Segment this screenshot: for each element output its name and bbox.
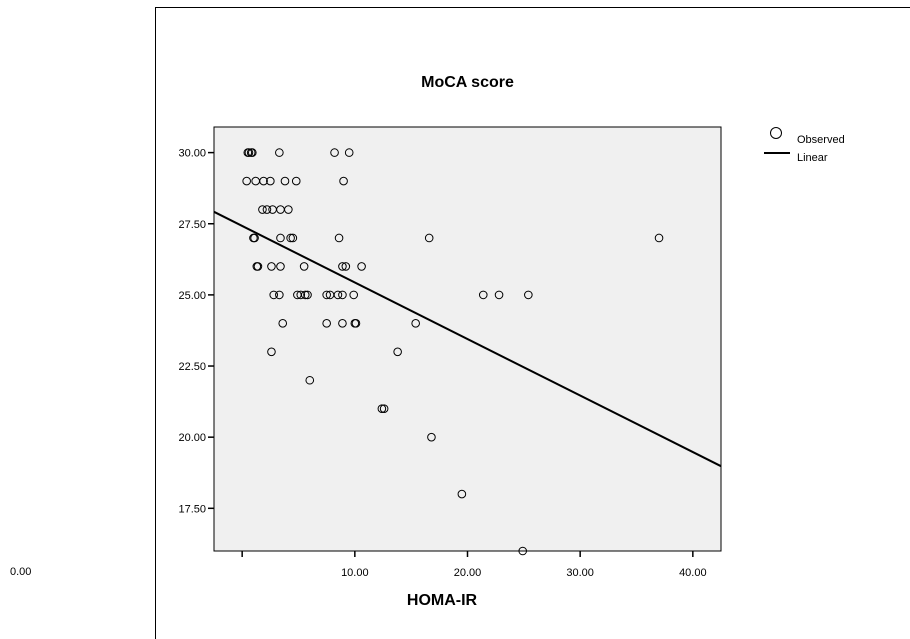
data-point: [424, 233, 434, 243]
data-point: [267, 347, 276, 357]
chart-frame: [155, 7, 910, 639]
data-point: [457, 489, 467, 499]
data-point: [276, 233, 285, 243]
y-tick-label: 25.00: [178, 290, 206, 302]
data-point: [296, 290, 306, 300]
stray-zero-label: 0.00: [10, 566, 32, 578]
x-axis-label: HOMA-IR: [407, 592, 478, 609]
chart-title: MoCA score: [421, 74, 514, 91]
data-point: [427, 432, 436, 442]
data-point: [258, 205, 267, 214]
data-point: [351, 319, 361, 328]
data-point: [379, 404, 389, 414]
y-tick-label: 20.00: [178, 432, 206, 444]
y-tick-label: 17.50: [178, 503, 206, 515]
data-point: [300, 290, 310, 300]
x-tick-label: 40.00: [679, 567, 707, 579]
data-point: [267, 262, 276, 271]
data-point: [276, 262, 285, 271]
data-point: [284, 205, 293, 214]
x-tick-label: 10.00: [341, 567, 369, 579]
data-point: [357, 262, 366, 271]
data-point: [269, 290, 279, 300]
data-point: [288, 233, 298, 243]
data-point: [275, 290, 284, 300]
data-point: [266, 176, 275, 186]
y-tick-label: 30.00: [178, 148, 206, 160]
data-points: [242, 148, 664, 556]
data-point: [299, 262, 309, 271]
data-point: [334, 233, 344, 243]
data-point: [242, 176, 251, 186]
data-point: [286, 233, 295, 243]
data-point: [291, 176, 301, 186]
data-point: [280, 176, 290, 186]
data-point: [303, 290, 312, 300]
fit-line-group: [213, 210, 722, 468]
legend-observed-label: Observed: [797, 134, 845, 146]
data-point: [259, 176, 268, 186]
y-tick-label: 22.50: [178, 361, 206, 373]
legend-observed-marker: [770, 127, 782, 139]
data-point: [330, 148, 339, 157]
data-point: [244, 148, 254, 157]
data-point: [338, 319, 347, 328]
data-point: [377, 404, 387, 414]
data-point: [344, 148, 354, 157]
fit-line: [213, 210, 722, 468]
data-point: [262, 205, 272, 214]
y-tick-label: 27.50: [178, 219, 206, 231]
data-point: [654, 233, 664, 243]
legend-linear-label: Linear: [797, 152, 828, 164]
data-point: [494, 290, 504, 300]
data-point: [341, 262, 351, 271]
x-tick-label: 20.00: [454, 567, 482, 579]
data-point: [411, 319, 420, 328]
x-tick-label: 30.00: [566, 567, 594, 579]
legend: Observed Linear: [764, 127, 845, 164]
data-point: [349, 290, 359, 300]
data-point: [253, 262, 263, 271]
data-point: [524, 290, 533, 300]
data-point: [518, 546, 528, 556]
data-point: [338, 262, 347, 271]
data-point: [333, 290, 343, 300]
data-point: [275, 148, 284, 157]
data-point: [322, 319, 331, 328]
data-point: [393, 347, 402, 357]
data-point: [305, 375, 315, 385]
data-point: [248, 148, 257, 157]
data-point: [478, 290, 488, 300]
data-point: [338, 290, 347, 300]
axes: 17.50 20.00 22.50 25.00 27.50 30.00 10.00 20.00…: [178, 148, 706, 579]
data-point: [250, 233, 259, 243]
data-point: [322, 290, 331, 300]
data-point: [278, 319, 288, 328]
data-point: [339, 176, 348, 186]
